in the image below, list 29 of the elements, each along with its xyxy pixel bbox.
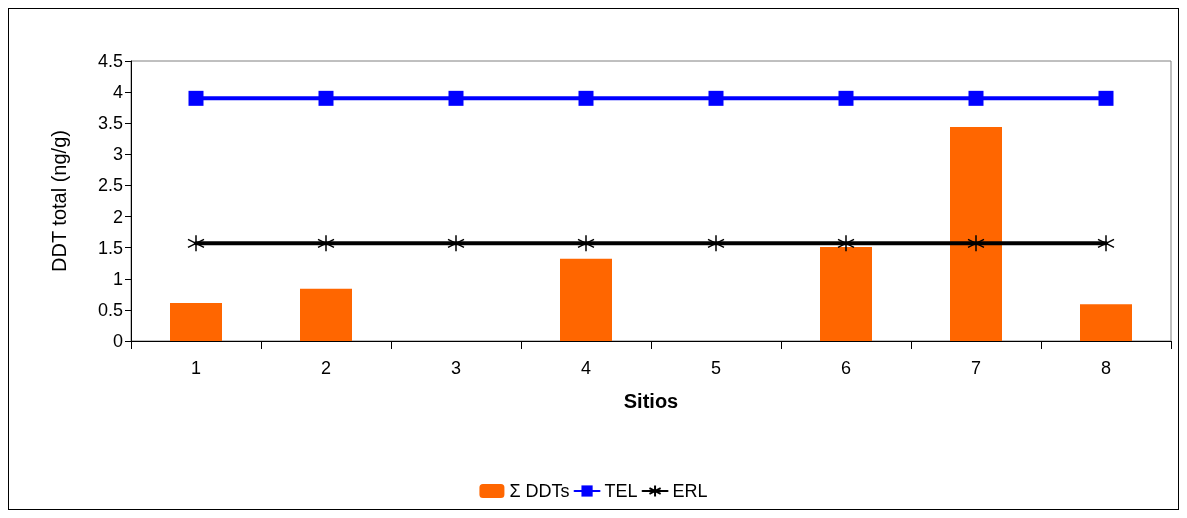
bar <box>170 303 222 341</box>
x-tick-label: 7 <box>970 358 982 378</box>
legend-label: ERL <box>672 481 708 501</box>
y-tick-label: 1 <box>112 268 123 289</box>
y-tick-label: 4.5 <box>97 51 123 71</box>
x-tick-label: 1 <box>190 358 202 378</box>
bar <box>1080 304 1132 341</box>
x-tick-label: 8 <box>1100 358 1112 378</box>
bar <box>950 126 1002 341</box>
y-tick-label: 2 <box>112 206 123 227</box>
y-tick-label: 1.5 <box>97 237 123 258</box>
bar <box>300 288 352 341</box>
x-tick-label: 2 <box>320 358 332 378</box>
y-tick-label: 4 <box>112 82 123 103</box>
legend-label: TEL <box>604 481 638 501</box>
y-tick-label: 2.5 <box>97 175 123 196</box>
x-tick-label: 3 <box>450 358 462 378</box>
y-tick-label: 3 <box>112 144 123 165</box>
x-tick-label: 4 <box>580 358 592 378</box>
y-tick-label: 3.5 <box>97 113 123 134</box>
legend-label: Σ DDTs <box>509 481 570 501</box>
bar <box>560 258 612 341</box>
y-tick-label: 0.5 <box>97 299 123 320</box>
bar <box>820 247 872 341</box>
x-axis-title: Sitios <box>623 390 679 412</box>
y-tick-label: 0 <box>112 331 123 351</box>
y-axis-title: DDT total (ng/g) <box>48 130 70 272</box>
x-tick-label: 5 <box>710 358 722 378</box>
x-tick-label: 6 <box>840 358 852 378</box>
